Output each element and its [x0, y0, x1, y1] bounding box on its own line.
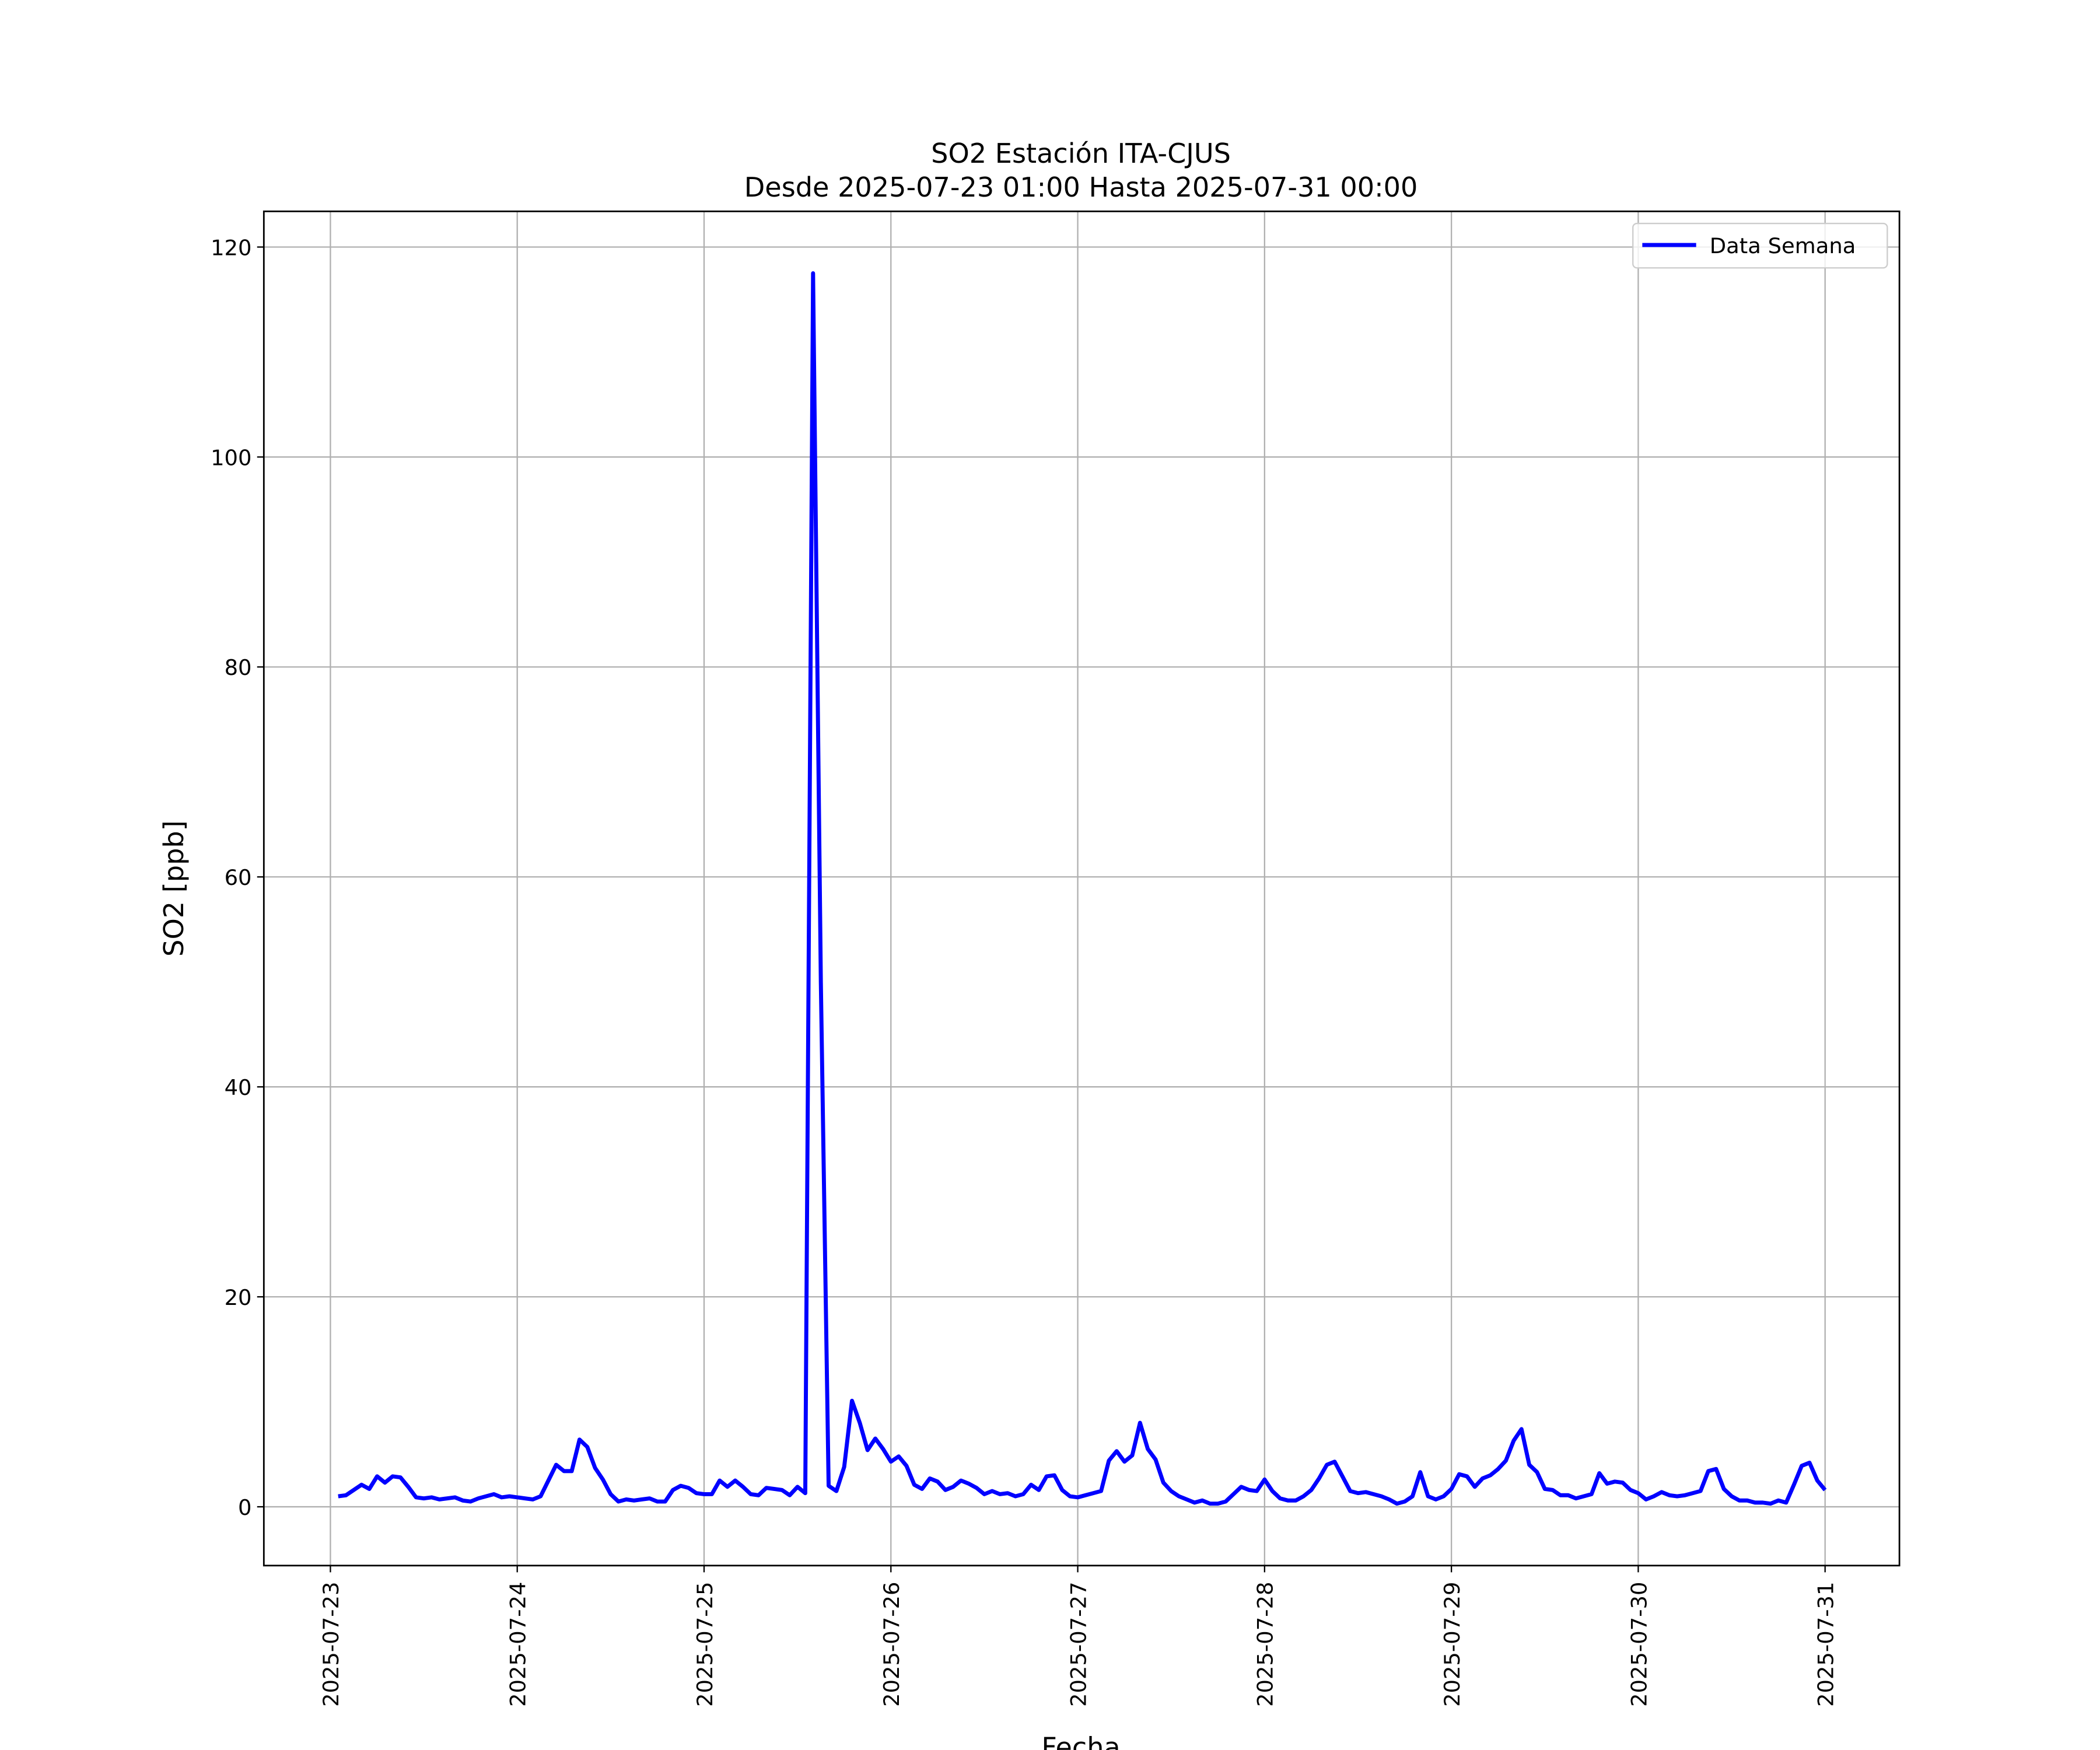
plot-frame: [262, 210, 1901, 1567]
chart-subtitle: Desde 2025-07-23 01:00 Hasta 2025-07-31 …: [744, 172, 1418, 203]
legend-label: Data Semana: [1710, 233, 1856, 258]
x-tick-label: 2025-07-31: [1814, 1582, 1839, 1707]
y-tick-label: 120: [211, 235, 251, 260]
x-tick-label: 2025-07-27: [1066, 1582, 1091, 1707]
x-tick-label: 2025-07-23: [318, 1582, 344, 1707]
data-line: [338, 271, 1827, 1506]
y-tick-label: 60: [225, 865, 252, 890]
x-tick-label: 2025-07-25: [692, 1582, 718, 1707]
y-tick-label: 100: [211, 445, 251, 470]
y-axis-label: SO2 [ppb]: [158, 820, 190, 957]
chart-title: SO2 Estación ITA-CJUS: [931, 138, 1231, 169]
x-tick-label: 2025-07-29: [1440, 1582, 1465, 1707]
y-tick-label: 40: [225, 1075, 252, 1100]
y-tick-label: 0: [238, 1495, 251, 1520]
x-tick-label: 2025-07-28: [1253, 1582, 1278, 1707]
x-tick-label: 2025-07-30: [1626, 1582, 1651, 1707]
x-tick-label: 2025-07-26: [879, 1582, 904, 1707]
y-tick-label: 20: [225, 1285, 252, 1310]
x-axis-label: Fecha: [1041, 1732, 1120, 1750]
legend-box: [1632, 222, 1888, 269]
x-tick-label: 2025-07-24: [506, 1582, 531, 1707]
y-tick-label: 80: [225, 655, 252, 680]
